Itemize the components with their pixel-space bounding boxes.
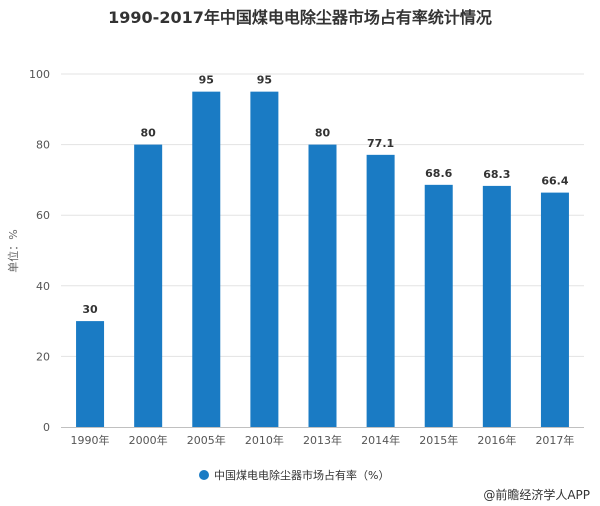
x-tick-label: 2013年 xyxy=(303,433,342,447)
x-tick-label: 2010年 xyxy=(245,433,284,447)
x-tick-label: 2014年 xyxy=(361,433,400,447)
x-tick-label: 2015年 xyxy=(419,433,458,447)
x-tick-label: 1990年 xyxy=(71,433,110,447)
data-label: 68.3 xyxy=(483,168,510,181)
bar[interactable] xyxy=(308,144,337,427)
bar[interactable] xyxy=(366,154,395,427)
x-tick-label: 2000年 xyxy=(129,433,168,447)
y-tick-label: 40 xyxy=(36,280,50,293)
bar[interactable] xyxy=(250,91,279,428)
data-label: 68.6 xyxy=(425,167,452,180)
y-tick-label: 0 xyxy=(43,421,50,434)
y-tick-label: 20 xyxy=(36,350,50,363)
x-tick-label: 2017年 xyxy=(535,433,574,447)
bar[interactable] xyxy=(540,192,569,427)
data-label: 80 xyxy=(141,127,157,140)
chart-title: 1990-2017年中国煤电电除尘器市场占有率统计情况 xyxy=(108,8,492,27)
legend[interactable]: 中国煤电电除尘器市场占有率（%） xyxy=(199,468,389,482)
bar[interactable] xyxy=(134,144,163,427)
legend-marker xyxy=(199,470,209,480)
data-label: 95 xyxy=(199,74,214,87)
y-axis-label: 单位：% xyxy=(6,229,20,272)
data-label: 80 xyxy=(315,127,331,140)
y-tick-label: 100 xyxy=(29,68,50,81)
bar[interactable] xyxy=(192,91,221,428)
y-tick-label: 60 xyxy=(36,209,50,222)
x-tick-label: 2016年 xyxy=(477,433,516,447)
legend-label: 中国煤电电除尘器市场占有率（%） xyxy=(214,468,389,482)
source-credit: @前瞻经济学人APP xyxy=(483,487,590,502)
bar[interactable] xyxy=(424,184,453,427)
y-tick-label: 80 xyxy=(36,139,50,152)
data-labels: 30 80 95 95 80 77.1 68.6 68.3 66.4 xyxy=(82,74,568,316)
bar[interactable] xyxy=(76,321,105,427)
y-axis-ticks: 0 20 40 60 80 100 xyxy=(29,68,50,434)
data-label: 66.4 xyxy=(541,175,568,188)
data-label: 77.1 xyxy=(367,137,394,150)
x-tick-label: 2005年 xyxy=(187,433,226,447)
bar[interactable] xyxy=(482,185,511,427)
data-label: 30 xyxy=(82,303,98,316)
x-axis-ticks: 1990年 2000年 2005年 2010年 2013年 2014年 2015年 2016年… xyxy=(71,433,575,447)
data-label: 95 xyxy=(257,74,272,87)
bar-series xyxy=(76,91,569,428)
